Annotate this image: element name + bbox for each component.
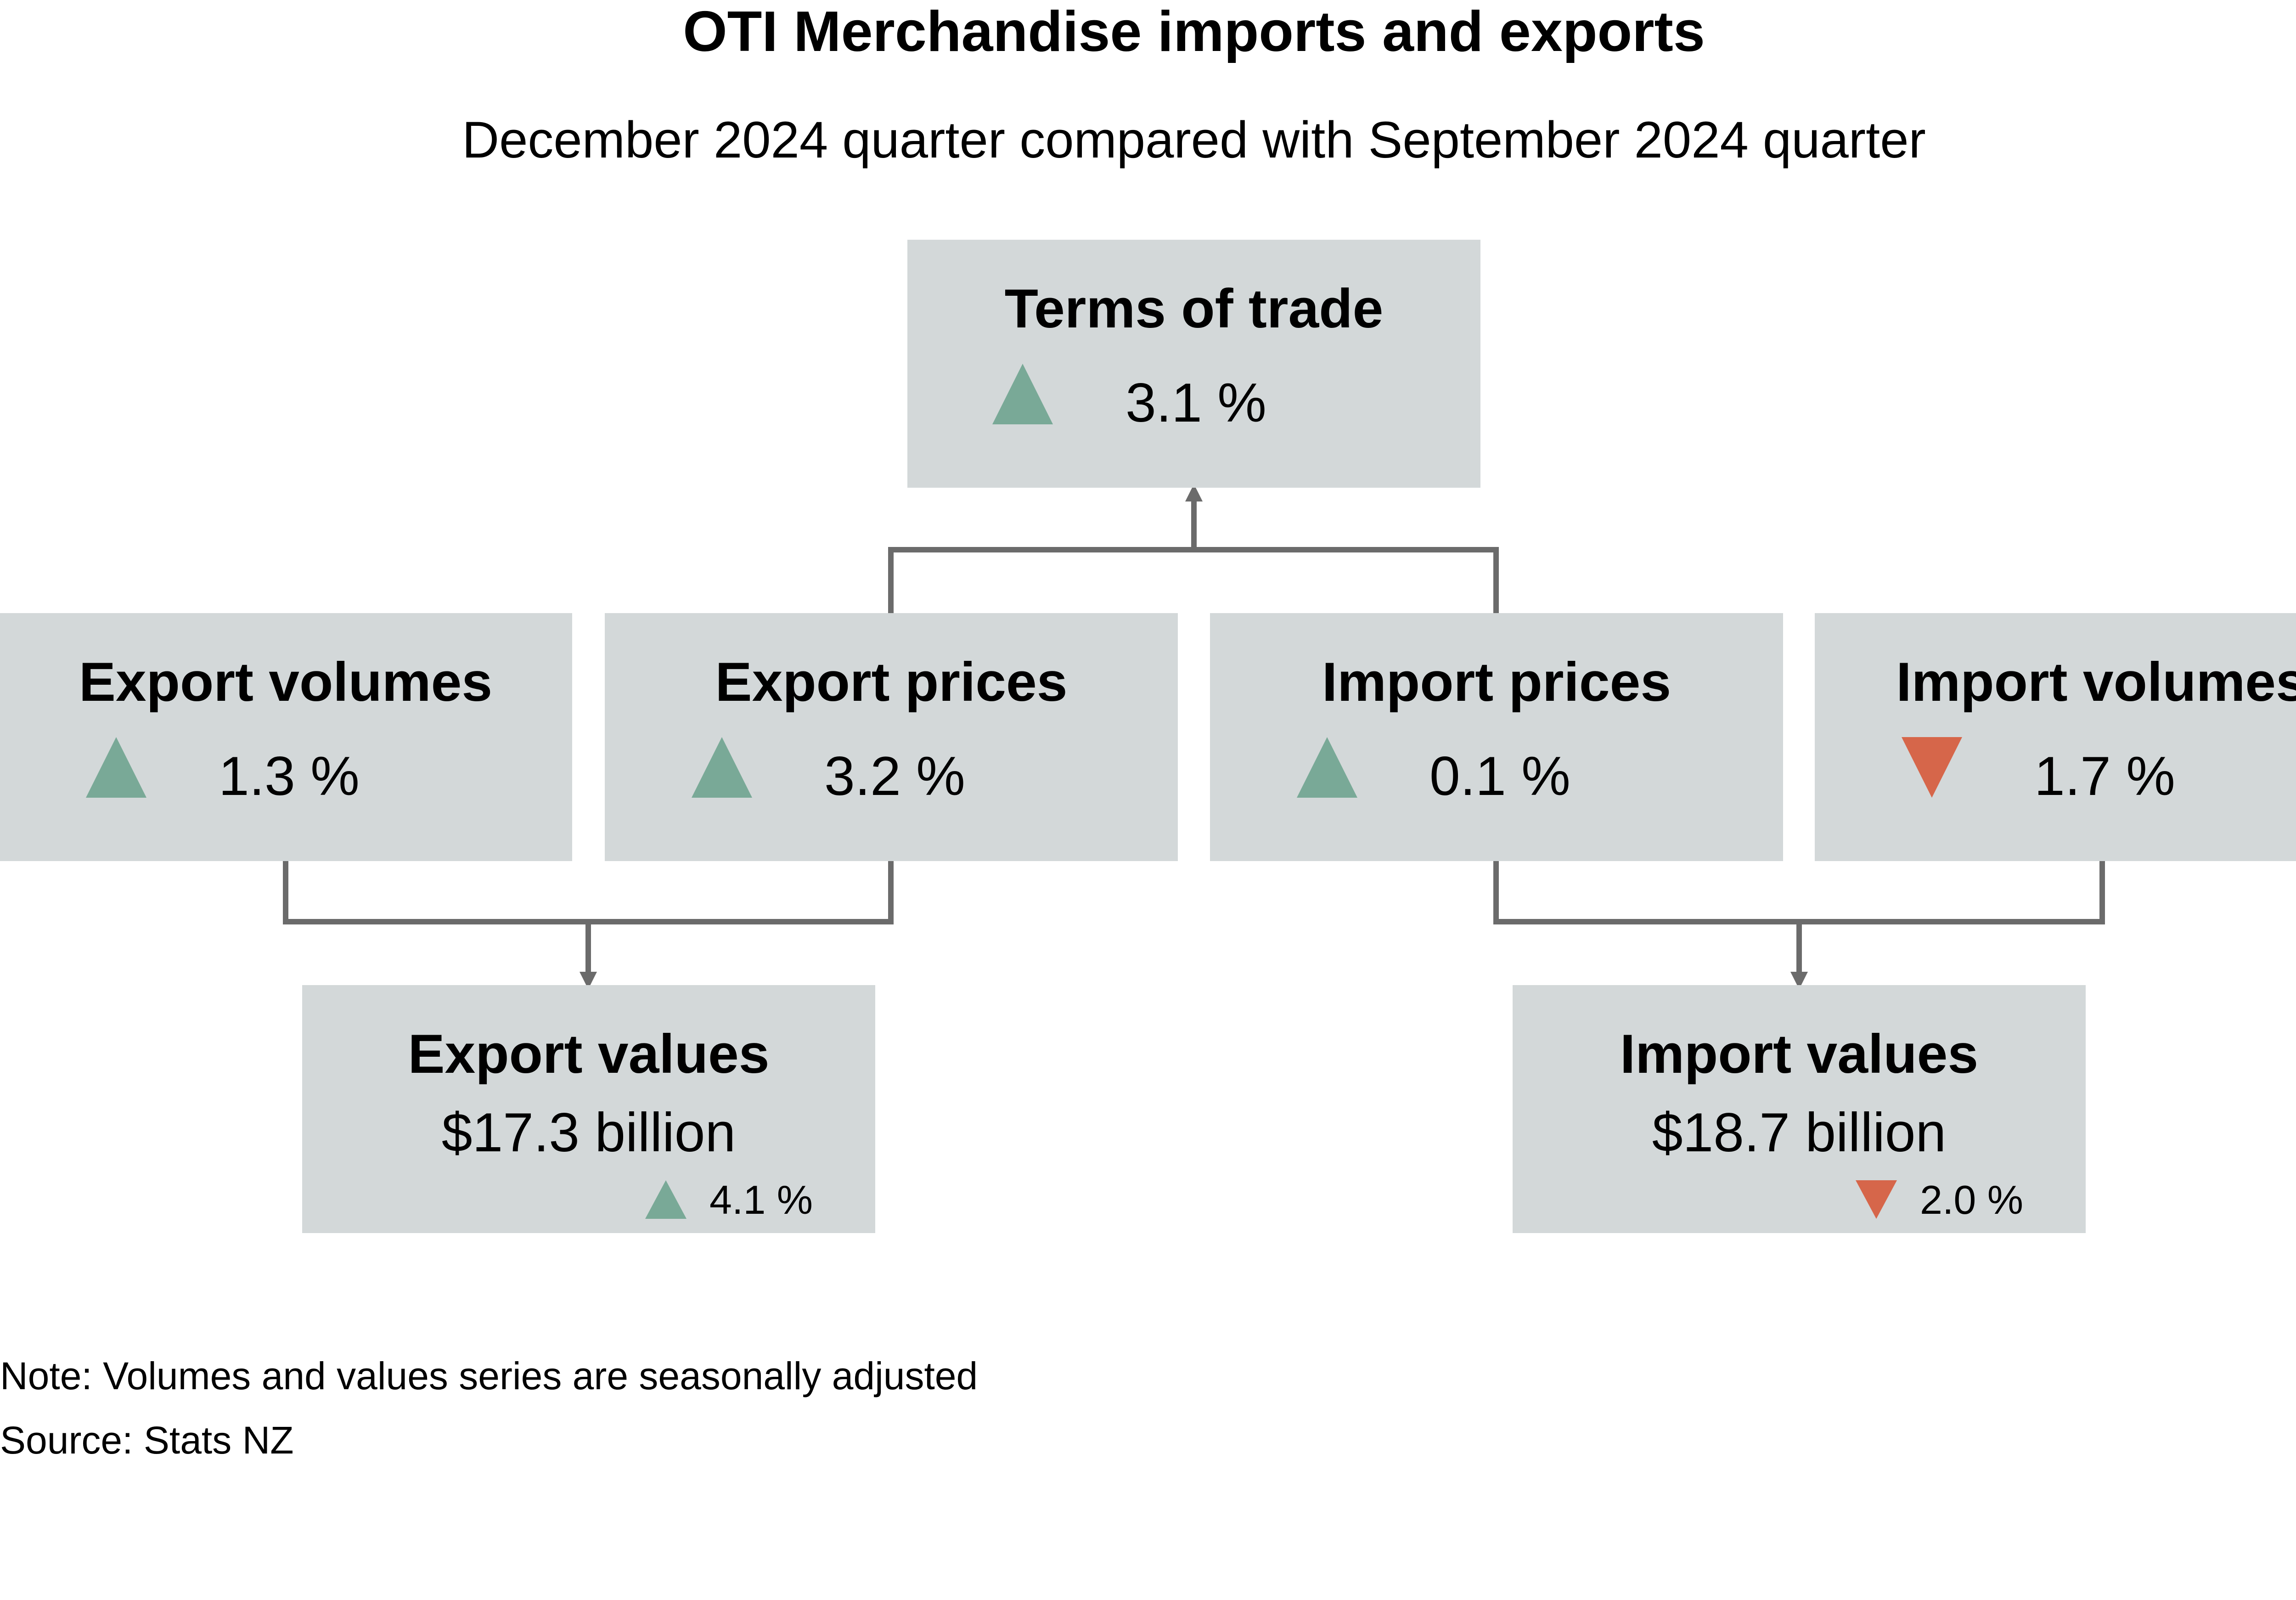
increase-arrow-icon xyxy=(86,737,146,798)
increase-arrow-icon xyxy=(992,364,1053,424)
import-volumes-label: Import volumes xyxy=(1896,651,2296,713)
chart-subtitle: December 2024 quarter compared with Sept… xyxy=(462,111,1926,169)
footnote-source: Source: Stats NZ xyxy=(0,1419,294,1462)
export-volumes-box: Export volumes 1.3 % xyxy=(0,613,572,861)
terms-of-trade-label: Terms of trade xyxy=(1004,278,1384,339)
import-values-label: Import values xyxy=(1620,1023,1979,1085)
arrowhead-terms xyxy=(1185,484,1203,501)
import-volumes-box: Import volumes 1.7 % xyxy=(1815,613,2296,861)
import-prices-box: Import prices 0.1 % xyxy=(1210,613,1783,861)
chart-title: OTI Merchandise imports and exports xyxy=(683,0,1705,63)
import-prices-label: Import prices xyxy=(1322,651,1671,713)
increase-arrow-icon xyxy=(1297,737,1357,798)
export-values-box: Export values $17.3 billion 4.1 % xyxy=(302,985,875,1233)
export-prices-box: Export prices 3.2 % xyxy=(605,613,1178,861)
increase-arrow-icon xyxy=(692,737,752,798)
export-values-change: 4.1 % xyxy=(709,1177,813,1223)
terms-of-trade-box: Terms of trade 3.1 % xyxy=(907,240,1480,488)
import-values-amount: $18.7 billion xyxy=(1652,1102,1947,1163)
arrowhead-export-values xyxy=(580,972,597,989)
connector-imports xyxy=(1493,859,2105,924)
connector-prices-to-terms xyxy=(888,547,1499,613)
export-prices-label: Export prices xyxy=(715,651,1068,713)
decrease-arrow-icon xyxy=(1902,737,1962,798)
import-volumes-change: 1.7 % xyxy=(2034,745,2175,807)
connector-exports xyxy=(283,859,894,924)
increase-arrow-icon xyxy=(645,1180,687,1219)
import-values-change: 2.0 % xyxy=(1920,1177,2024,1223)
decrease-arrow-icon xyxy=(1856,1180,1897,1219)
export-volumes-change: 1.3 % xyxy=(219,745,360,807)
terms-of-trade-change: 3.1 % xyxy=(1125,372,1266,434)
export-values-amount: $17.3 billion xyxy=(441,1102,736,1163)
footnote-note: Note: Volumes and values series are seas… xyxy=(0,1354,978,1397)
import-values-box: Import values $18.7 billion 2.0 % xyxy=(1513,985,2086,1233)
arrowhead-import-values xyxy=(1790,972,1808,989)
import-prices-change: 0.1 % xyxy=(1429,745,1570,807)
export-values-label: Export values xyxy=(408,1023,770,1085)
export-volumes-label: Export volumes xyxy=(79,651,493,713)
export-prices-change: 3.2 % xyxy=(824,745,965,807)
